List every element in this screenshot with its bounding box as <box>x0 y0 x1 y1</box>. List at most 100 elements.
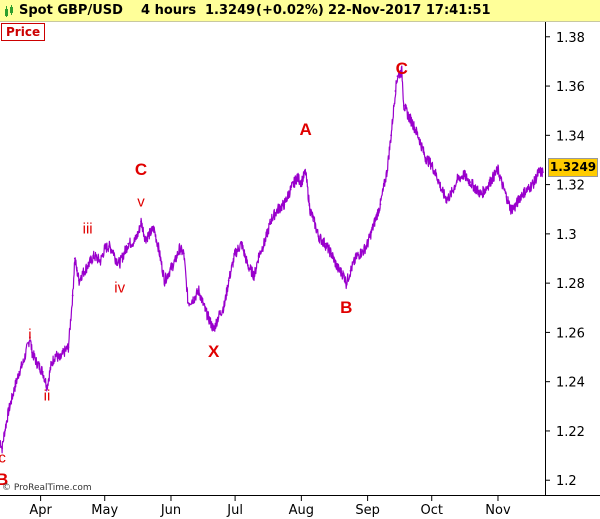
x-axis-ticks: Apr May Jun Jul Aug Sep Oct Nov <box>29 495 511 518</box>
price-point <box>283 203 286 206</box>
price-point <box>323 242 326 245</box>
price-point <box>247 264 249 267</box>
wave-label: B <box>340 297 353 317</box>
price-point <box>148 232 151 235</box>
y-tick-label: 1.32 <box>556 179 585 194</box>
price-point <box>227 279 230 282</box>
price-point <box>0 439 1 442</box>
price-point <box>212 329 215 331</box>
price-point <box>178 247 181 250</box>
price-point <box>276 208 279 211</box>
price-point <box>411 122 414 124</box>
price-point <box>394 90 397 92</box>
wave-label: C <box>395 58 408 78</box>
price-point <box>501 183 504 186</box>
price-point <box>400 70 403 73</box>
y-tick-label: 1.28 <box>556 277 585 292</box>
timeframe: 4 hours <box>141 3 197 18</box>
last-price-marker: 1.3249 <box>548 158 598 177</box>
price-point <box>362 250 365 253</box>
x-tick-label: Oct <box>420 503 442 518</box>
price-point <box>527 188 529 191</box>
price-point <box>103 247 106 250</box>
price-point <box>407 114 410 117</box>
y-axis-ticks: 1.2 1.22 1.24 1.26 1.28 1.3 1.32 1.34 1.36 1.38 <box>545 31 585 489</box>
price-line <box>0 65 544 454</box>
price-point <box>497 168 499 171</box>
price-point <box>475 188 478 191</box>
instrument-name: Spot GBP/USD <box>19 3 123 18</box>
price-point <box>270 218 273 220</box>
wave-label: i <box>28 326 32 344</box>
price-point <box>71 294 74 297</box>
x-tick-label: Nov <box>485 503 511 518</box>
price-point <box>234 252 236 255</box>
price-point <box>14 385 16 388</box>
y-tick-label: 1.3 <box>556 228 577 243</box>
price-series <box>0 65 544 454</box>
price-point <box>537 171 540 174</box>
price-point <box>58 358 61 361</box>
price-point <box>264 240 266 243</box>
price-point <box>450 193 452 196</box>
price-point <box>73 257 76 260</box>
candlestick-icon <box>5 5 13 17</box>
price-point <box>533 181 536 184</box>
price-point <box>54 353 57 356</box>
price-point <box>345 282 348 285</box>
price-point <box>208 319 211 321</box>
y-tick-label: 1.26 <box>556 326 585 341</box>
y-tick-label: 1.38 <box>556 31 585 46</box>
price-point <box>31 351 33 354</box>
price-point <box>187 301 189 304</box>
price-point <box>182 252 185 255</box>
price-point <box>430 163 433 166</box>
price-point <box>541 171 544 174</box>
x-tick-label: Jun <box>160 503 181 518</box>
price-point <box>118 262 121 265</box>
price-point <box>309 208 311 211</box>
y-tick-label: 1.24 <box>556 376 585 391</box>
price-point <box>289 188 292 191</box>
change-percent: (+0.02%) <box>256 3 324 18</box>
price-point <box>114 257 117 260</box>
price-point <box>35 361 38 363</box>
chart-axes <box>0 22 600 496</box>
price-point <box>133 240 136 243</box>
wave-label: ii <box>43 387 51 405</box>
wave-label: c <box>0 449 6 467</box>
wave-label: X <box>208 342 220 362</box>
wave-label: A <box>299 120 312 140</box>
y-tick-label: 1.22 <box>556 425 585 440</box>
timestamp: 22-Nov-2017 17:41:51 <box>328 3 491 18</box>
price-point <box>418 136 420 139</box>
price-point <box>490 178 493 181</box>
price-point <box>22 361 25 363</box>
price-point <box>144 237 147 240</box>
price-panel-label[interactable]: Price <box>1 23 46 41</box>
price-point <box>300 181 303 184</box>
wave-label: iii <box>82 220 93 238</box>
price-point <box>373 223 375 225</box>
price-point <box>313 220 316 223</box>
x-tick-label: Jul <box>226 503 243 518</box>
y-tick-label: 1.36 <box>556 80 585 95</box>
price-point <box>336 267 339 270</box>
last-value: 1.3249 <box>205 3 256 18</box>
price-point <box>240 242 243 245</box>
price-point <box>29 336 31 339</box>
price-point <box>170 267 172 270</box>
x-tick-label: Apr <box>29 503 52 518</box>
price-point <box>469 181 472 184</box>
price-point <box>67 346 70 349</box>
wave-label: B <box>0 470 9 490</box>
price-point <box>356 255 358 257</box>
price-point <box>437 178 440 181</box>
price-point <box>514 205 516 208</box>
wave-label: v <box>137 193 145 211</box>
price-point <box>479 193 482 196</box>
price-point <box>41 370 44 373</box>
price-point <box>80 274 83 277</box>
price-point <box>108 245 110 248</box>
